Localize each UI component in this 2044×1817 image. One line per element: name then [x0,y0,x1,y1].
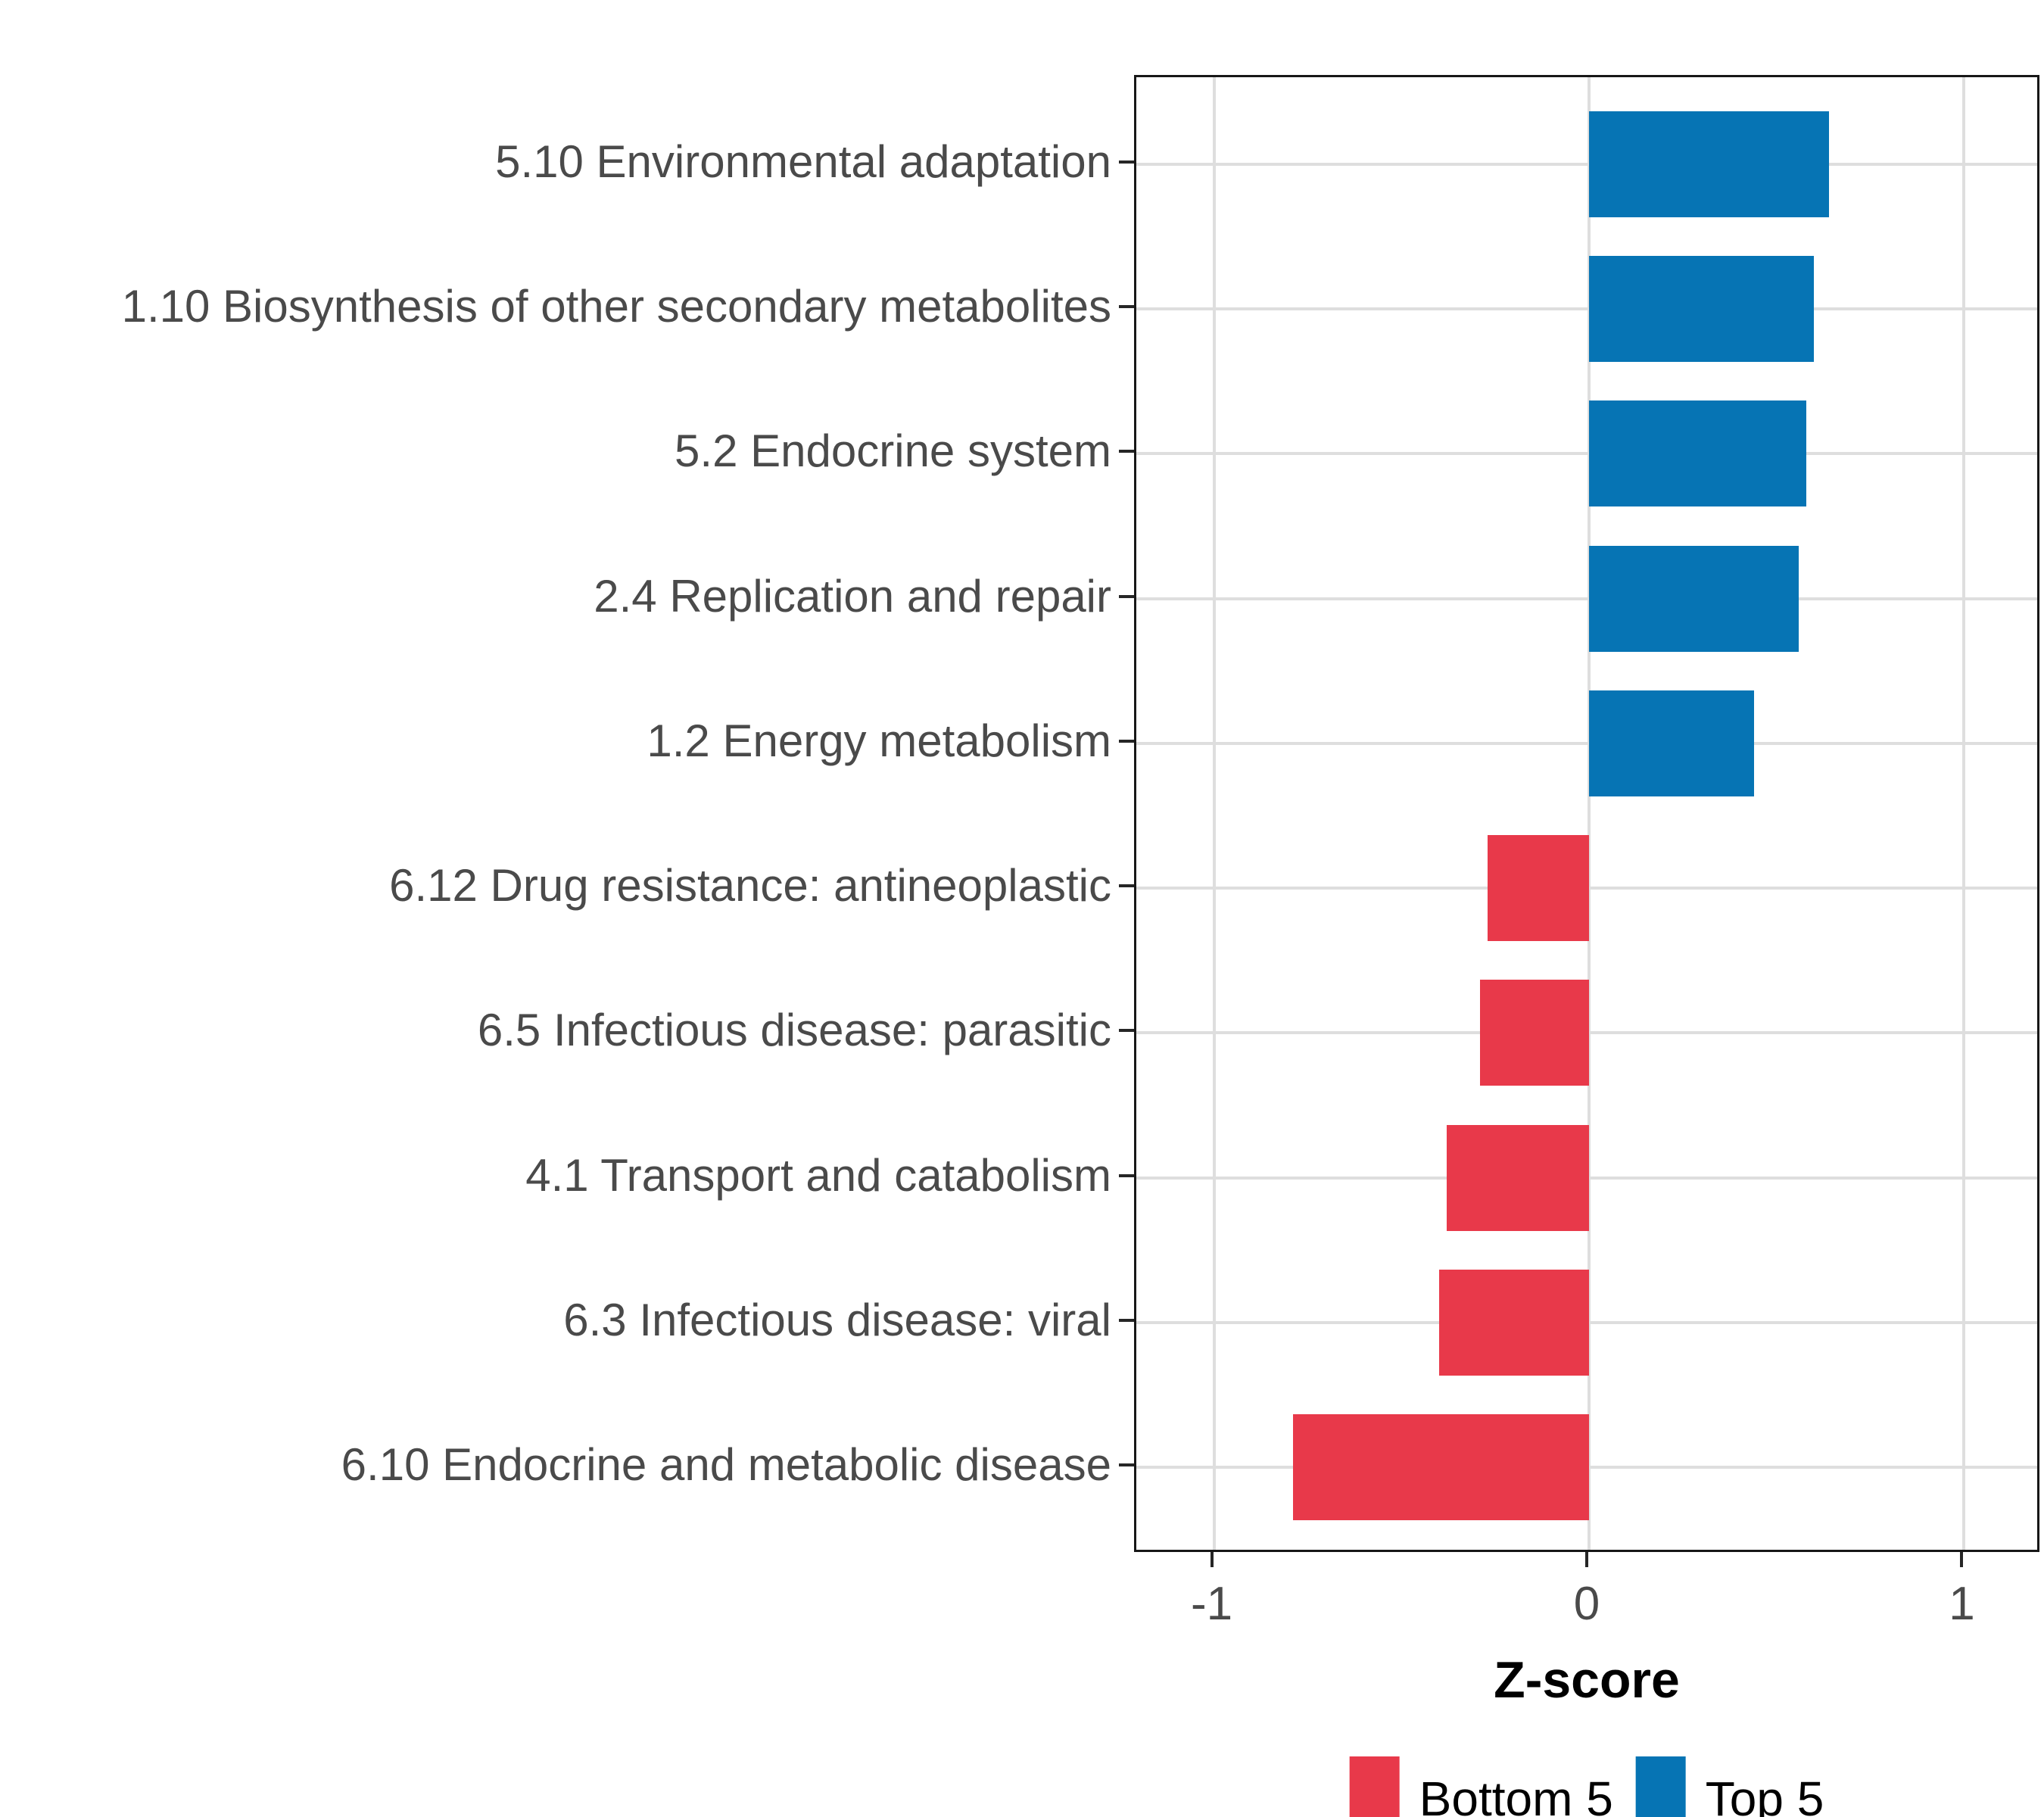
x-tick-label: 0 [1573,1578,1600,1630]
bar [1480,980,1589,1086]
x-axis-tick [1960,1552,1964,1567]
y-axis-tick [1119,594,1134,598]
y-gridline [1136,452,2037,456]
y-axis-tick [1119,160,1134,164]
y-axis-tick [1119,1029,1134,1033]
legend-entry: Bottom 5 [1349,1756,1613,1817]
y-axis-tick [1119,739,1134,743]
legend-label: Top 5 [1705,1772,1824,1817]
legend-entry: Top 5 [1635,1756,1824,1817]
y-axis-label: 4.1 Transport and catabolism [525,1149,1111,1201]
y-axis-tick [1119,1463,1134,1467]
y-axis-tick [1119,450,1134,453]
y-gridline [1136,741,2037,745]
y-gridline [1136,597,2037,600]
legend-label: Bottom 5 [1419,1772,1613,1817]
y-axis-tick [1119,305,1134,309]
legend-swatch [1635,1756,1686,1817]
x-gridline [1212,77,1216,1550]
x-tick-label: -1 [1190,1578,1233,1630]
legend-swatch [1349,1756,1400,1817]
y-gridline [1136,162,2037,166]
x-gridline [1962,77,1966,1550]
y-axis-label: 1.10 Biosynthesis of other secondary met… [121,281,1111,332]
bar [1446,1124,1589,1231]
y-axis-label: 6.10 Endocrine and metabolic disease [341,1439,1111,1491]
x-tick-label: 1 [1949,1578,1975,1630]
x-axis-tick [1210,1552,1214,1567]
x-gridline [1588,77,1591,1550]
y-axis-label: 2.4 Replication and repair [594,570,1111,622]
bar [1589,690,1754,796]
y-axis-label: 5.10 Environmental adaptation [495,136,1111,187]
y-axis-label: 5.2 Endocrine system [675,425,1111,477]
bar [1292,1414,1589,1521]
y-axis-label: 6.3 Infectious disease: viral [563,1294,1111,1345]
bar [1589,545,1799,652]
legend: Bottom 5 Top 5 [1349,1756,1824,1817]
y-axis-label: 6.12 Drug resistance: antineoplastic [389,860,1111,912]
y-axis-tick [1119,884,1134,888]
y-axis-label: 1.2 Energy metabolism [647,715,1111,766]
bar [1488,835,1589,942]
y-axis-tick [1119,1173,1134,1177]
y-axis-tick [1119,1318,1134,1322]
x-axis-tick [1585,1552,1588,1567]
bar [1589,111,1830,217]
bar [1438,1269,1589,1376]
x-axis-title: Z-score [1494,1651,1680,1709]
plot-panel [1134,75,2039,1552]
bar [1589,256,1815,363]
bar [1589,400,1807,507]
y-gridline [1136,307,2037,311]
y-axis-label: 6.5 Infectious disease: parasitic [477,1005,1111,1056]
